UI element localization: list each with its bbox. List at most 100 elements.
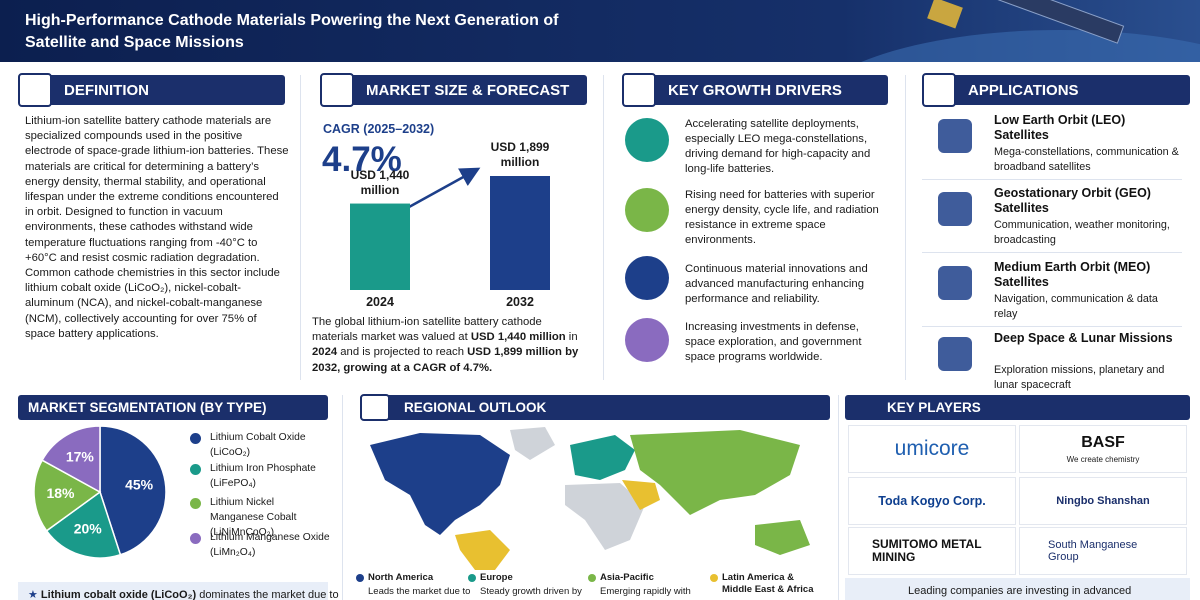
- company-name: Ningbo Shanshan: [1056, 495, 1150, 507]
- app-text: Navigation, communication & data relay: [994, 293, 1158, 320]
- cagr-value: 4.7%: [322, 140, 402, 179]
- divider: [838, 395, 839, 600]
- region-shape: [370, 433, 510, 535]
- section-header: APPLICATIONS: [922, 75, 1190, 105]
- note-box: [18, 582, 328, 600]
- divider: [922, 179, 1182, 180]
- section-header: MARKET SIZE & FORECAST: [320, 75, 587, 105]
- market-summary: The global lithium-ion satellite battery…: [312, 315, 590, 376]
- summary-part: USD 1,440 million: [470, 331, 566, 344]
- bar-category: 2024: [366, 295, 394, 309]
- company-cell: South Manganese Group: [1019, 527, 1187, 575]
- pie-label: 17%: [66, 449, 95, 465]
- legend-swatch: [190, 433, 201, 444]
- section-header: REGIONAL OUTLOOK: [360, 395, 830, 420]
- region-shape: [565, 483, 645, 550]
- summary-part: 2024: [312, 346, 338, 359]
- region-text: Leads the market due to: [368, 586, 471, 597]
- app-icon: [938, 337, 972, 371]
- cagr-label: CAGR (2025–2032): [323, 122, 435, 136]
- icon: [360, 394, 390, 421]
- company-cell: Toda Kogyo Corp.: [848, 477, 1016, 525]
- legend-label: Lithium Iron Phosphate (LiFePO₄): [210, 463, 316, 489]
- region-shape: [630, 430, 800, 515]
- region-shape: [570, 435, 635, 480]
- app-icon: [938, 119, 972, 153]
- definition-text: Lithium-ion satellite battery cathode ma…: [25, 115, 289, 340]
- region-shape: [622, 480, 660, 510]
- company-cell: Ningbo Shanshan: [1019, 477, 1187, 525]
- legend-label: Lithium Cobalt Oxide (LiCoO₂): [210, 432, 306, 458]
- app-title: Geostationary Orbit (GEO) Satellites: [994, 186, 1151, 215]
- bar-value-label: USD 1,440 million: [350, 167, 410, 197]
- region-name: Europe: [480, 572, 513, 583]
- pie-label: 45%: [125, 477, 154, 493]
- star-icon: ★: [28, 589, 41, 600]
- company-name: Toda Kogyo Corp.: [878, 494, 986, 508]
- note-part: Lithium cobalt oxide (LiCoO₂): [40, 589, 197, 600]
- driver-text: Accelerating satellite deployments, espe…: [685, 118, 871, 175]
- app-text: Communication, weather monitoring, broad…: [994, 219, 1170, 246]
- heading: DEFINITION: [64, 81, 149, 99]
- driver-icon: [625, 118, 669, 162]
- summary-part: USD 1,899 million by 2032, growing at a …: [312, 346, 579, 374]
- pie-slice: [33, 459, 102, 532]
- driver-text: Increasing investments in defense, space…: [685, 321, 862, 363]
- region-name: North America: [368, 572, 434, 583]
- header-band: [0, 0, 1200, 62]
- app-text: Exploration missions, planetary and luna…: [994, 364, 1165, 391]
- legend-swatch: [190, 464, 201, 475]
- section-header: MARKET SEGMENTATION (BY TYPE): [18, 395, 328, 420]
- company-name: BASF: [1081, 434, 1125, 451]
- heading: REGIONAL OUTLOOK: [404, 400, 547, 415]
- icon: [622, 73, 656, 107]
- region-shape: [455, 530, 510, 570]
- pie-label: 18%: [46, 485, 75, 501]
- growth-arrow: [399, 167, 481, 214]
- market-chart: [350, 167, 550, 290]
- pie-slice: [41, 425, 101, 494]
- world-map: [370, 427, 810, 570]
- heading: KEY PLAYERS: [887, 400, 981, 415]
- heading: KEY GROWTH DRIVERS: [668, 81, 842, 99]
- divider: [922, 252, 1182, 253]
- bar-value-label: USD 1,899 million: [490, 140, 550, 169]
- region-name: Asia-Pacific: [600, 572, 654, 583]
- divider: [342, 395, 343, 600]
- region-shape: [755, 520, 810, 555]
- company-cell: umicore: [848, 425, 1016, 473]
- heading: APPLICATIONS: [968, 81, 1079, 99]
- section-header: DEFINITION: [18, 75, 285, 105]
- segment-note: ★ Lithium cobalt oxide (LiCoO₂) dominate…: [28, 588, 339, 600]
- pie-slice: [45, 490, 122, 559]
- company-tagline: We create chemistry: [1066, 455, 1140, 464]
- divider: [300, 75, 301, 380]
- driver-icon: [625, 188, 669, 232]
- pie-label: 20%: [74, 520, 103, 536]
- note-part: dominates the market due to: [196, 589, 339, 600]
- summary-part: and is projected to reach: [337, 346, 468, 359]
- players-note: Leading companies are investing in advan…: [908, 585, 1132, 597]
- app-icon: [938, 192, 972, 226]
- app-title: Medium Earth Orbit (MEO) Satellites: [994, 260, 1151, 289]
- company-name: SUMITOMO METAL MINING: [872, 537, 982, 564]
- region-name: Latin America & Middle East & Africa: [722, 572, 814, 595]
- driver-text: Continuous material innovations and adva…: [685, 263, 868, 305]
- region-dot: [468, 574, 476, 582]
- company-name: umicore: [894, 437, 970, 460]
- pie-chart: 45% 20% 18% 17%: [33, 425, 167, 559]
- summary-part: The global lithium-ion satellite battery…: [312, 316, 542, 344]
- company-cell: SUMITOMO METAL MINING: [848, 527, 1016, 575]
- company-cell: BASF We create chemistry: [1019, 425, 1187, 473]
- section-header: KEY GROWTH DRIVERS: [622, 75, 888, 105]
- note-box: [845, 578, 1190, 600]
- app-text: Mega-constellations, communication & bro…: [994, 146, 1179, 173]
- driver-icon: [625, 318, 669, 362]
- region-text: Steady growth driven by: [480, 586, 582, 597]
- pie-slice: [99, 425, 167, 556]
- icon: [320, 73, 354, 107]
- region-text: Emerging rapidly with: [600, 586, 691, 597]
- region-dot: [710, 574, 718, 582]
- section-header: KEY PLAYERS: [845, 395, 1190, 420]
